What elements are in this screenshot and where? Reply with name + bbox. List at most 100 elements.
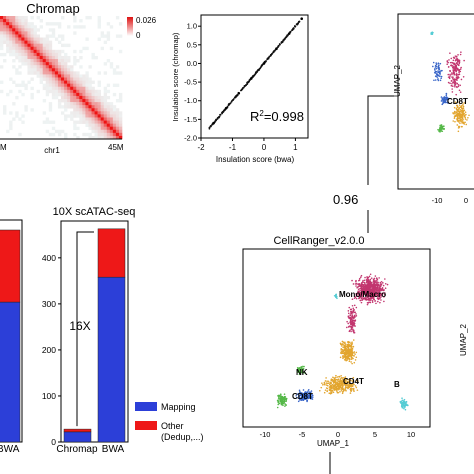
scatter-xtick-label: 1 (293, 143, 298, 152)
heatmap-cell (94, 55, 98, 60)
cellranger-point (350, 310, 352, 313)
heatmap-cell (33, 25, 37, 29)
umap-small-point (457, 115, 459, 118)
heatmap-cell (45, 55, 50, 60)
heatmap-cell (39, 68, 43, 72)
umap-small-point (457, 59, 460, 61)
scatter-point (300, 17, 304, 21)
cellranger-point (342, 352, 344, 354)
heatmap-cell (94, 89, 98, 94)
scatter-point (255, 71, 258, 74)
umap-small-point (441, 69, 443, 72)
umap-small-point (451, 73, 453, 76)
heatmap-cell (48, 89, 53, 94)
heatmap-cell (61, 71, 65, 75)
heatmap-cell (76, 74, 80, 78)
umap-small-point (440, 130, 443, 132)
scatter-ytick-label: -1.5 (184, 115, 197, 124)
heatmap-cell (115, 111, 120, 115)
heatmap-cell (39, 43, 43, 48)
heatmap-cell (97, 120, 101, 124)
heatmap-cell (82, 120, 86, 124)
heatmap-cell (45, 40, 50, 44)
heatmap-cell (91, 114, 95, 118)
scatac-bar-segment (97, 276, 126, 443)
umap-small-point (455, 104, 458, 107)
heatmap-cell (54, 59, 59, 63)
heatmap-cell (76, 71, 80, 75)
umap-small-point (459, 84, 462, 87)
heatmap-cell (112, 114, 117, 118)
heatmap-cell (51, 28, 56, 32)
heatmap-cell (45, 86, 50, 91)
heatmap-cell (57, 102, 62, 106)
cellranger-point (404, 405, 406, 407)
umap-small-point (452, 65, 455, 68)
r2-value: =0.998 (264, 109, 304, 124)
heatmap-cell (36, 89, 40, 94)
cellranger-point (332, 379, 334, 382)
heatmap-cell (51, 65, 56, 69)
heatmap-cell (45, 43, 50, 48)
heatmap-cell (30, 37, 34, 41)
heatmap-cell (106, 114, 111, 118)
umap-small-point (441, 97, 443, 100)
heatmap-cell (79, 86, 83, 91)
cellranger-point (370, 291, 373, 293)
cellranger-point (378, 277, 380, 279)
heatmap-cell (12, 49, 16, 54)
heatmap-cell (48, 55, 53, 60)
scatter-point (237, 91, 241, 95)
heatmap-cell (67, 89, 71, 94)
heatmap-cell (85, 46, 89, 51)
heatmap-cell (82, 86, 86, 91)
scatter-ytick-label: -0.5 (184, 78, 197, 87)
scatter-xlabel: Insulation score (bwa) (216, 155, 295, 164)
umap-small-point (467, 116, 469, 119)
umap-small-point (433, 79, 435, 82)
cellranger-point (347, 346, 350, 349)
heatmap-cell (18, 37, 22, 41)
heatmap-cell (79, 117, 83, 121)
umap-small-point (464, 121, 466, 124)
heatmap-cell (9, 111, 13, 115)
umap-small-point (457, 84, 460, 86)
cellranger-point (323, 383, 326, 385)
heatmap-cell (109, 129, 114, 134)
heatmap-cell (109, 111, 114, 115)
umap-small-point (452, 112, 455, 115)
umap-small-point (460, 78, 463, 81)
heatmap-cell (0, 22, 4, 26)
heatmap-cell (67, 83, 71, 88)
umap-small-point (439, 127, 441, 129)
heatmap-cell (115, 135, 120, 140)
heatmap-cell (57, 132, 62, 137)
heatmap-cell (15, 55, 19, 60)
cellranger-point (369, 288, 372, 291)
umap-small-point (460, 115, 462, 117)
heatmap-cell (118, 99, 123, 103)
heatmap-cell (97, 37, 101, 41)
cellranger-point (366, 284, 369, 287)
heatmap-cell (106, 123, 111, 127)
cellranger-point (335, 293, 337, 296)
heatmap-cell (106, 34, 111, 38)
heatmap-cell (24, 105, 28, 109)
heatmap-cell (0, 89, 4, 94)
heatmap-cell (61, 89, 65, 94)
umap-small-point (449, 70, 451, 72)
scatter-point (257, 68, 259, 71)
heatmap-cell (27, 25, 31, 29)
cellranger-point (348, 317, 351, 319)
cellranger-point (347, 351, 349, 354)
umap-small-point (447, 66, 450, 68)
heatmap-cell (6, 92, 10, 97)
heatmap-cell (24, 83, 28, 88)
umap-small-point (438, 70, 441, 73)
cellranger-point (345, 348, 348, 350)
heatmap-cell (33, 68, 37, 72)
heatmap-cell (48, 71, 53, 75)
heatmap-cell (36, 49, 40, 54)
heatmap-cell (45, 80, 50, 84)
umap-small-point (445, 98, 448, 101)
